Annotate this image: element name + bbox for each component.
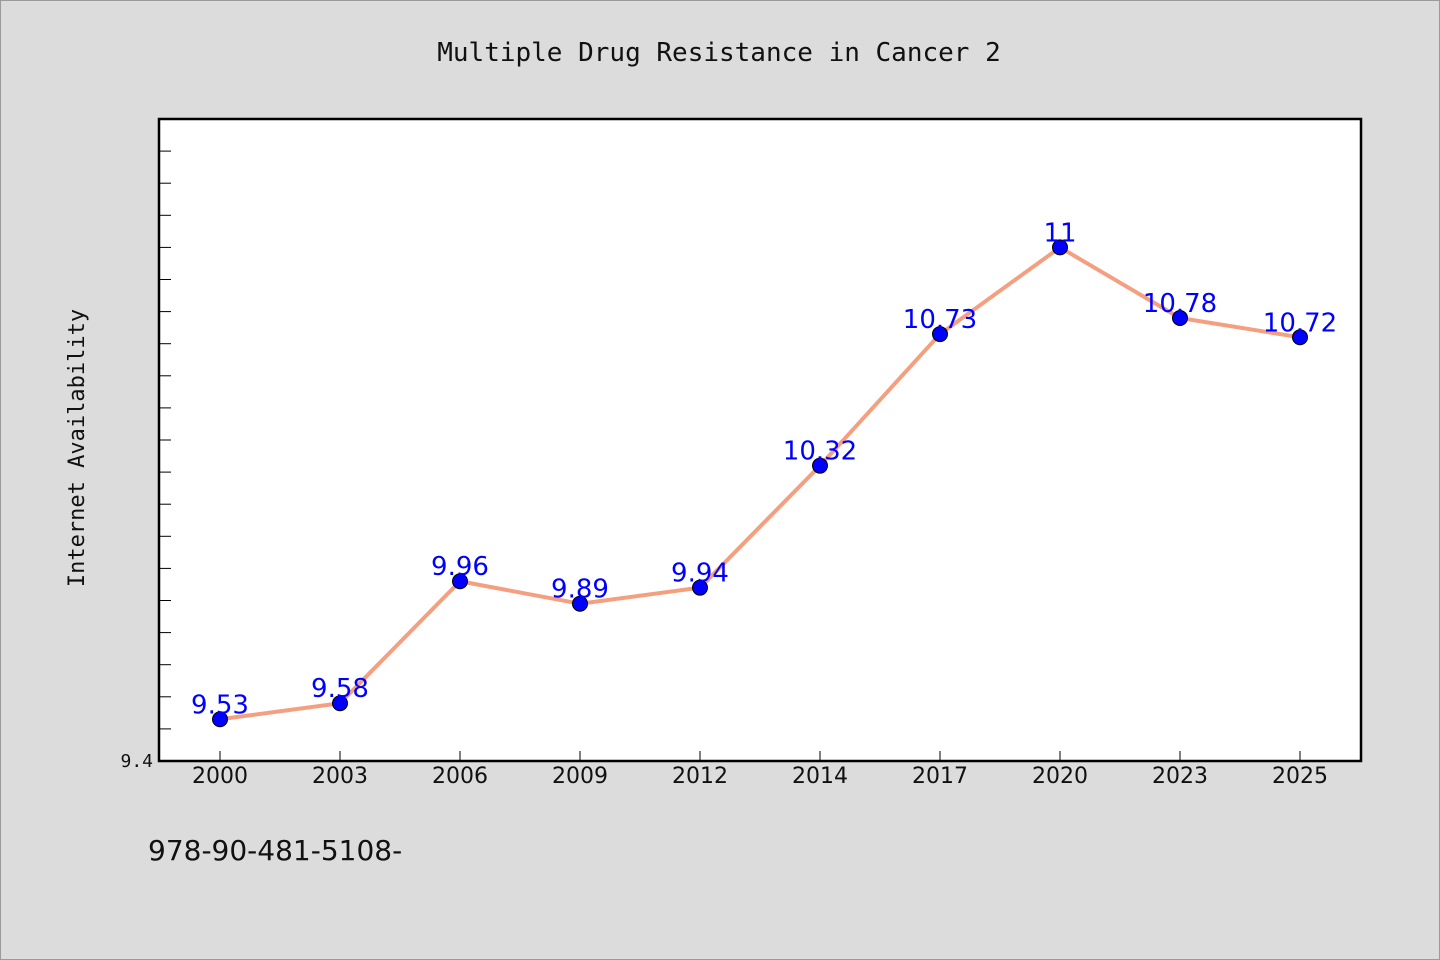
x-tick-label: 2017 bbox=[912, 764, 968, 789]
x-tick-label: 2023 bbox=[1152, 764, 1208, 789]
data-point bbox=[1052, 239, 1068, 256]
plot-area bbox=[157, 117, 1363, 763]
y-axis-label: Internet Availability bbox=[65, 309, 90, 587]
x-tick-label: 2003 bbox=[312, 764, 368, 789]
data-label: 9.96 bbox=[431, 552, 489, 582]
x-tick-label: 2014 bbox=[792, 764, 848, 789]
data-point bbox=[1172, 310, 1188, 327]
data-point bbox=[932, 326, 948, 343]
x-axis-ticks: 2000 2003 2006 2009 2012 2014 2017 2020 2023 2025 bbox=[192, 751, 1328, 789]
data-point bbox=[812, 457, 828, 474]
data-label: 9.94 bbox=[671, 559, 729, 589]
series-lines bbox=[219, 245, 1301, 722]
data-label: 10.32 bbox=[783, 437, 857, 467]
x-tick-label: 2006 bbox=[432, 764, 488, 789]
data-labels: 9.53 9.58 9.96 9.89 9.94 10.32 10.73 11 10.78 10.… bbox=[191, 218, 1337, 720]
x-tick-label: 2025 bbox=[1272, 764, 1328, 789]
data-point bbox=[332, 695, 348, 712]
data-label: 10.73 bbox=[903, 305, 977, 335]
series-points bbox=[212, 239, 1308, 728]
y-tick-label: 9.4 bbox=[120, 751, 153, 772]
x-tick-label: 2012 bbox=[672, 764, 728, 789]
x-tick-label: 2000 bbox=[192, 764, 248, 789]
data-label: 9.58 bbox=[311, 674, 369, 704]
data-label: 10.78 bbox=[1143, 289, 1217, 319]
y-axis-ticks: 9.4 bbox=[120, 150, 171, 772]
data-point bbox=[452, 573, 468, 590]
data-label: 9.89 bbox=[551, 575, 609, 605]
chart-title: Multiple Drug Resistance in Cancer 2 bbox=[437, 38, 1001, 68]
data-label: 9.53 bbox=[191, 690, 249, 720]
series-line bbox=[219, 245, 1301, 722]
data-label: 11 bbox=[1043, 218, 1076, 248]
data-label: 10.72 bbox=[1263, 308, 1337, 338]
x-tick-label: 2020 bbox=[1032, 764, 1088, 789]
data-point bbox=[572, 595, 588, 612]
isbn-text: 978-90-481-5108- bbox=[148, 834, 403, 867]
data-point bbox=[692, 579, 708, 596]
x-tick-label: 2009 bbox=[552, 764, 608, 789]
data-point bbox=[212, 711, 228, 728]
data-point bbox=[1292, 329, 1308, 346]
